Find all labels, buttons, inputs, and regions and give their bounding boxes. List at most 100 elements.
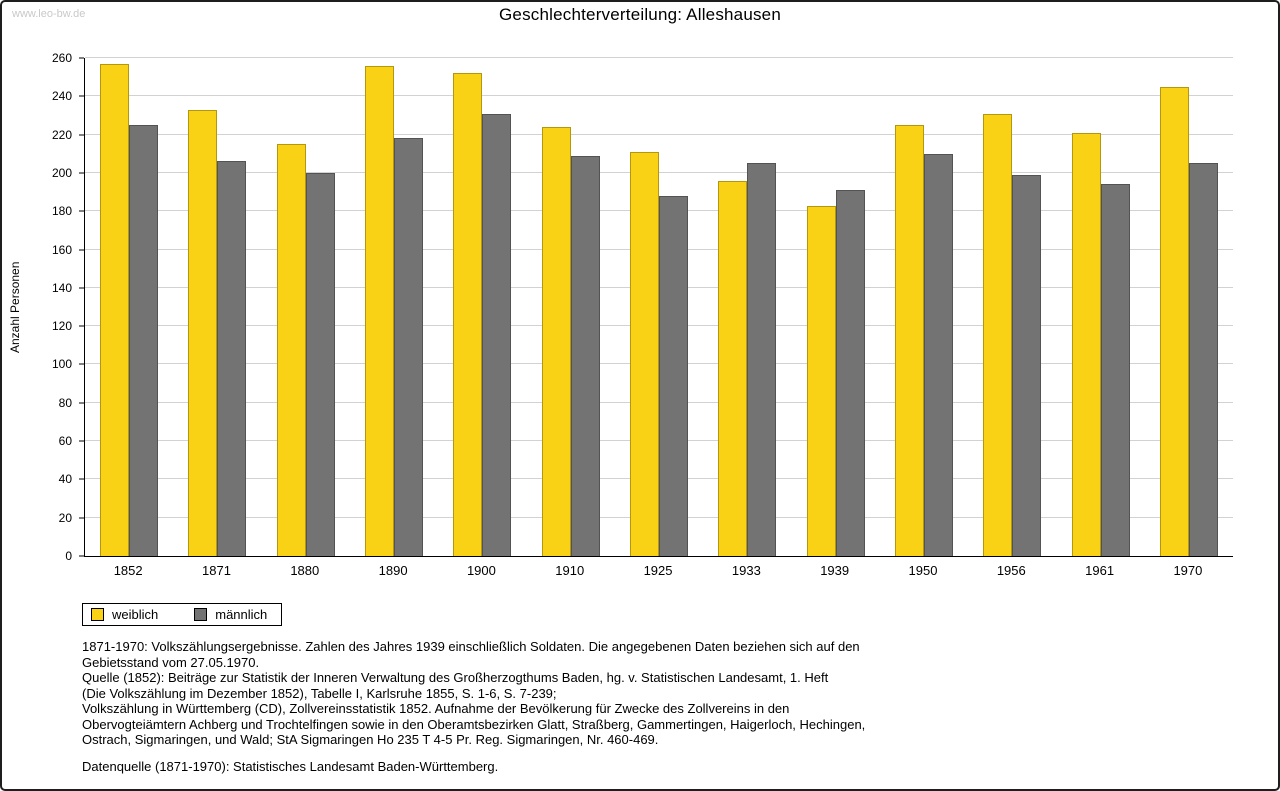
bar-männlich	[217, 161, 247, 556]
y-tick-label: 200	[51, 165, 72, 180]
bar-weiblich	[541, 126, 571, 556]
x-tick-label: 1970	[1173, 563, 1203, 578]
x-tick-label: 1939	[820, 563, 850, 578]
bar-weiblich	[983, 113, 1013, 556]
bar-männlich	[835, 190, 865, 556]
bar-group	[350, 58, 438, 556]
bar-groups	[85, 58, 1233, 556]
y-tick-label: 180	[51, 204, 72, 219]
gridline	[85, 133, 1233, 135]
y-tick-mark	[79, 363, 84, 365]
bar-group	[703, 58, 791, 556]
watermark: www.leo-bw.de	[12, 8, 86, 20]
y-tick-label: 100	[51, 357, 72, 372]
bar-männlich	[394, 138, 424, 556]
y-tick-mark	[79, 287, 84, 289]
x-tick-label: 1950	[908, 563, 938, 578]
footnote-line: Ostrach, Sigmaringen, und Wald; StA Sigm…	[82, 732, 659, 747]
legend-item: männlich	[194, 607, 267, 622]
footnotes: 1871-1970: Volkszählungsergebnisse. Zahl…	[82, 639, 865, 774]
bar-weiblich	[630, 151, 660, 556]
x-tick-label: 1852	[113, 563, 143, 578]
bar-group	[438, 58, 526, 556]
y-tick-mark	[79, 249, 84, 251]
bar-weiblich	[100, 63, 130, 556]
y-tick-label: 160	[51, 242, 72, 257]
y-tick-label: 60	[58, 434, 72, 449]
x-tick-label: 1880	[290, 563, 320, 578]
bar-group	[527, 58, 615, 556]
bar-group	[1145, 58, 1233, 556]
x-tick-label: 1956	[996, 563, 1026, 578]
y-tick-mark	[79, 172, 84, 174]
y-tick-label: 240	[51, 89, 72, 104]
footnote-line: Obervogteiämtern Achberg und Trochtelfin…	[82, 716, 866, 732]
bar-group	[615, 58, 703, 556]
bar-group	[262, 58, 350, 556]
bar-weiblich	[1159, 86, 1189, 556]
x-axis-labels: 1852 1871 1880 1890 1900 1910 1925 1933 1939 1950…	[84, 563, 1232, 578]
bar-männlich	[1100, 184, 1130, 556]
y-tick-mark	[79, 210, 84, 212]
footnote-line: Volkszählung in Württemberg (CD), Zollve…	[82, 701, 790, 716]
footnote-line: (Die Volkszählung im Dezember 1852), Tab…	[82, 685, 557, 701]
bar-group	[968, 58, 1056, 556]
bar-group	[85, 58, 173, 556]
y-tick-mark	[79, 440, 84, 442]
footnote-line: Gebietsstand vom 27.05.1970.	[82, 654, 260, 670]
chart-title: Geschlechterverteilung: Alleshausen	[499, 5, 781, 24]
bar-männlich	[923, 153, 953, 556]
bar-weiblich	[894, 125, 924, 556]
bar-männlich	[747, 163, 777, 556]
footnote-line: Quelle (1852): Beiträge zur Statistik de…	[82, 670, 829, 685]
y-tick-label: 140	[51, 280, 72, 295]
bar-group	[1056, 58, 1144, 556]
bar-weiblich	[276, 144, 306, 556]
y-axis: 0 20 40 60 80 100 120 140 160 180 200 220 240 260	[2, 51, 84, 563]
y-tick-label: 220	[51, 127, 72, 142]
bar-group	[173, 58, 261, 556]
bar-weiblich	[718, 180, 748, 556]
bar-group	[792, 58, 880, 556]
y-tick-label: 20	[58, 510, 72, 525]
y-tick-mark	[79, 478, 84, 480]
legend-swatch	[194, 608, 208, 621]
x-tick-label: 1925	[643, 563, 673, 578]
y-tick-mark	[79, 555, 84, 557]
y-tick-mark	[79, 57, 84, 59]
y-tick-label: 120	[51, 319, 72, 334]
bar-männlich	[305, 172, 335, 556]
y-tick-label: 80	[58, 395, 72, 410]
bar-männlich	[482, 113, 512, 556]
bar-männlich	[570, 155, 600, 556]
footnote-line: 1871-1970: Volkszählungsergebnisse. Zahl…	[82, 639, 860, 654]
x-tick-label: 1890	[378, 563, 408, 578]
x-tick-label: 1961	[1085, 563, 1115, 578]
y-tick-mark	[79, 402, 84, 404]
bar-weiblich	[365, 65, 395, 556]
bar-männlich	[1188, 163, 1218, 556]
gridline	[85, 95, 1233, 97]
y-tick-label: 260	[51, 51, 72, 65]
footnote-line	[82, 748, 865, 759]
y-tick-mark	[79, 95, 84, 97]
x-tick-label: 1871	[202, 563, 231, 578]
bar-männlich	[129, 125, 159, 556]
bar-männlich	[1012, 174, 1042, 556]
gridline	[85, 57, 1233, 58]
bar-weiblich	[806, 205, 836, 556]
y-tick-label: 40	[58, 472, 72, 487]
y-tick-mark	[79, 325, 84, 327]
legend-swatch	[91, 608, 104, 621]
legend: weiblich männlich	[82, 603, 283, 626]
x-tick-label: 1910	[555, 563, 585, 578]
legend-label: weiblich	[112, 607, 159, 622]
bar-weiblich	[453, 73, 483, 556]
bar-männlich	[659, 195, 689, 556]
y-tick-mark	[79, 517, 84, 519]
bar-weiblich	[1071, 132, 1101, 556]
bar-weiblich	[188, 109, 218, 556]
y-tick-label: 0	[65, 549, 72, 563]
x-tick-label: 1933	[731, 563, 761, 578]
